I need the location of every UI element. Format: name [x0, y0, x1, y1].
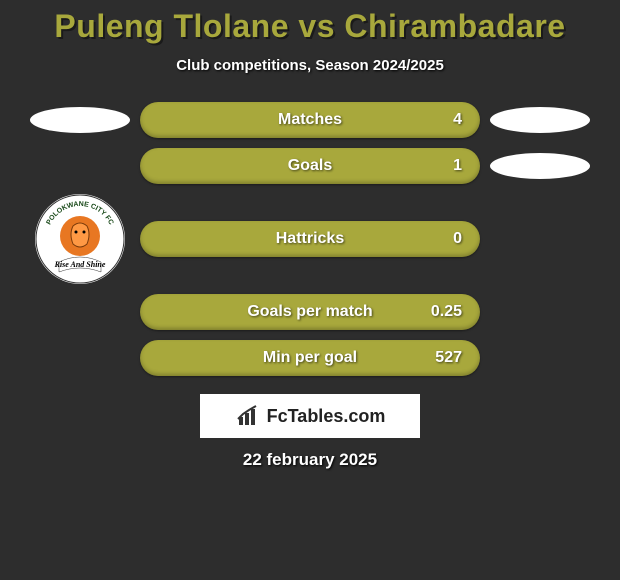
stat-bar-goals: Goals 1	[140, 148, 480, 184]
stat-bar-matches: Matches 4	[140, 102, 480, 138]
chart-icon	[235, 403, 261, 429]
stat-label: Min per goal	[263, 349, 357, 367]
left-oval	[30, 107, 130, 133]
stat-value: 0	[453, 230, 462, 248]
stat-row: Matches 4	[0, 102, 620, 138]
stat-value: 1	[453, 157, 462, 175]
stat-value: 0.25	[431, 303, 462, 321]
right-oval	[490, 153, 590, 179]
comparison-card: Puleng Tlolane vs Chirambadare Club comp…	[0, 0, 620, 470]
stat-row: Goals 1	[0, 148, 620, 184]
badge-icon: POLOKWANE CITY FC Rise And Shine	[35, 194, 125, 284]
stat-label: Goals per match	[247, 303, 372, 321]
stat-label: Hattricks	[276, 230, 344, 248]
stat-value: 527	[435, 349, 462, 367]
stat-bar-hattricks: Hattricks 0	[140, 221, 480, 257]
stat-label: Goals	[288, 157, 332, 175]
subtitle: Club competitions, Season 2024/2025	[0, 57, 620, 74]
stat-label: Matches	[278, 111, 342, 129]
club-badge-left: POLOKWANE CITY FC Rise And Shine	[35, 194, 125, 284]
stat-row: Goals per match 0.25	[0, 294, 620, 330]
stat-value: 4	[453, 111, 462, 129]
stat-bar-mpg: Min per goal 527	[140, 340, 480, 376]
stat-row: Min per goal 527	[0, 340, 620, 376]
page-title: Puleng Tlolane vs Chirambadare	[0, 8, 620, 45]
brand-label: FcTables.com	[267, 406, 386, 427]
brand-box[interactable]: FcTables.com	[200, 394, 420, 438]
right-oval	[490, 107, 590, 133]
stat-row: POLOKWANE CITY FC Rise And Shine Hattric…	[0, 194, 620, 284]
stat-bar-gpm: Goals per match 0.25	[140, 294, 480, 330]
date-label: 22 february 2025	[0, 450, 620, 470]
svg-text:Rise And Shine: Rise And Shine	[54, 260, 106, 269]
